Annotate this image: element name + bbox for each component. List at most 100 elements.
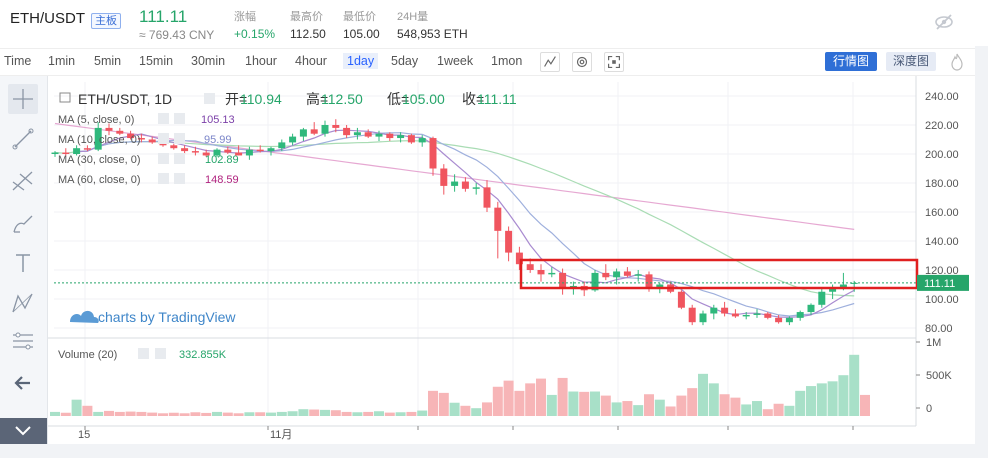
collapse-toolbar-icon[interactable]	[0, 418, 47, 444]
volume-bar	[406, 411, 417, 416]
last-price: 111.11	[139, 7, 188, 26]
candle-body	[731, 313, 739, 317]
candle-body	[515, 252, 523, 265]
ma30-close-icon[interactable]	[174, 153, 185, 164]
drawing-toolbar	[0, 76, 48, 444]
candle-body	[613, 271, 621, 278]
trend-line-icon[interactable]	[8, 124, 38, 154]
candle-body	[289, 136, 297, 143]
indicators-icon[interactable]	[540, 52, 560, 72]
volume-bar	[449, 402, 460, 416]
ma60-close-icon[interactable]	[174, 173, 185, 184]
right-scroll-strip[interactable]	[975, 46, 988, 458]
candle-body	[537, 270, 545, 275]
timeframe-1day[interactable]: 1day	[343, 53, 379, 69]
board-badge: 主板	[91, 13, 121, 29]
timeframe-15min[interactable]: 15min	[139, 54, 174, 68]
cloud-logo-icon	[70, 310, 99, 323]
ma60-value: 148.59	[205, 174, 239, 186]
legend-high-label: 高=	[306, 91, 328, 107]
timeframe-5min[interactable]: 5min	[94, 54, 122, 68]
highlight-box	[519, 258, 919, 290]
candle-body	[559, 272, 567, 288]
ma30-line	[54, 140, 855, 297]
volume-bar	[568, 391, 579, 416]
timeframe-1min[interactable]: 1min	[48, 54, 76, 68]
ma30-label: MA (30, close, 0)	[58, 154, 141, 166]
volume-tick-label: 0	[926, 403, 932, 415]
candle-body	[148, 139, 156, 143]
ma60-settings-icon[interactable]	[158, 173, 169, 184]
stat-low-label: 最低价	[343, 11, 376, 23]
legend-high-value: 112.50	[321, 91, 363, 107]
volume-bar	[374, 411, 384, 416]
candle-body	[245, 149, 253, 156]
timeframe-1mon[interactable]: 1mon	[491, 54, 523, 68]
depth-chart-button[interactable]: 深度图	[886, 52, 936, 71]
candle-body	[235, 152, 243, 156]
timeframe-time[interactable]: Time	[4, 54, 32, 68]
candle-body	[73, 148, 81, 154]
ma30-settings-icon[interactable]	[158, 153, 169, 164]
candle-body	[569, 285, 577, 288]
volume-close-icon[interactable]	[155, 348, 166, 359]
series-icon	[59, 92, 71, 103]
time-axis[interactable]: 15 11月	[78, 426, 854, 441]
volume-bar	[784, 405, 795, 416]
measure-tool-icon[interactable]	[8, 326, 38, 356]
pattern-tool-icon[interactable]	[8, 288, 38, 318]
last-price-tag	[917, 274, 969, 291]
timeframe-1week[interactable]: 1week	[437, 54, 474, 68]
legend-open-label: 开=	[225, 91, 247, 107]
volume-bar	[676, 395, 687, 416]
candle-body	[116, 130, 124, 134]
settings-gear-icon[interactable]	[572, 52, 592, 72]
candle-body	[321, 125, 329, 134]
volume-bar	[222, 412, 233, 416]
volume-bar	[860, 394, 870, 416]
candle-body	[483, 187, 491, 208]
timeframe-1hour[interactable]: 1hour	[245, 54, 277, 68]
candle-body	[181, 148, 189, 152]
volume-bar	[438, 392, 449, 416]
candle-body	[62, 152, 70, 154]
price-tick-label: 80.00	[925, 323, 953, 335]
ma10-close-icon[interactable]	[174, 133, 185, 144]
price-chart[interactable]: 240.00 220.00 200.00 180.00 160.00 140.00 120.…	[48, 76, 975, 444]
volume-bar	[363, 411, 374, 416]
brush-icon[interactable]	[8, 208, 38, 238]
volume-settings-icon[interactable]	[138, 348, 149, 359]
fib-tool-icon[interactable]	[8, 166, 38, 196]
flame-icon[interactable]	[950, 53, 964, 71]
chart-toolbar: Time 1min 5min 15min 30min 1hour 4hour 1…	[0, 48, 975, 76]
ma5-label: MA (5, close, 0)	[58, 114, 134, 126]
timeframe-5day[interactable]: 5day	[391, 54, 419, 68]
text-tool-icon[interactable]	[8, 248, 38, 278]
price-axis[interactable]: 240.00 220.00 200.00 180.00 160.00 140.00 120.…	[917, 91, 969, 335]
ma10-settings-icon[interactable]	[158, 133, 169, 144]
candle-body	[839, 284, 847, 288]
ma5-close-icon[interactable]	[174, 113, 185, 124]
volume-bar	[50, 411, 60, 416]
back-arrow-icon[interactable]	[8, 368, 38, 398]
kline-chart-button[interactable]: 行情图	[825, 52, 877, 71]
candle-body	[332, 125, 340, 128]
legend-low-label: 低=	[387, 91, 409, 107]
ma10-value: 95.99	[204, 134, 232, 146]
candle-body	[494, 207, 502, 231]
candle-body	[51, 152, 59, 154]
candle-body	[548, 272, 556, 275]
volume-bar	[190, 412, 201, 416]
legend-settings-icon[interactable]	[204, 93, 215, 104]
candle-body	[299, 129, 307, 137]
legend-title: ETH/USDT, 1D	[78, 91, 172, 107]
fullscreen-icon[interactable]	[604, 52, 624, 72]
eye-off-icon[interactable]	[934, 12, 954, 32]
symbol-name[interactable]: ETH/USDT	[10, 10, 85, 27]
crosshair-icon[interactable]	[8, 84, 38, 114]
timeframe-4hour[interactable]: 4hour	[295, 54, 327, 68]
ma5-settings-icon[interactable]	[158, 113, 169, 124]
timeframe-30min[interactable]: 30min	[191, 54, 226, 68]
volume-bar	[233, 413, 244, 416]
tradingview-watermark[interactable]: charts by TradingView	[70, 309, 236, 325]
